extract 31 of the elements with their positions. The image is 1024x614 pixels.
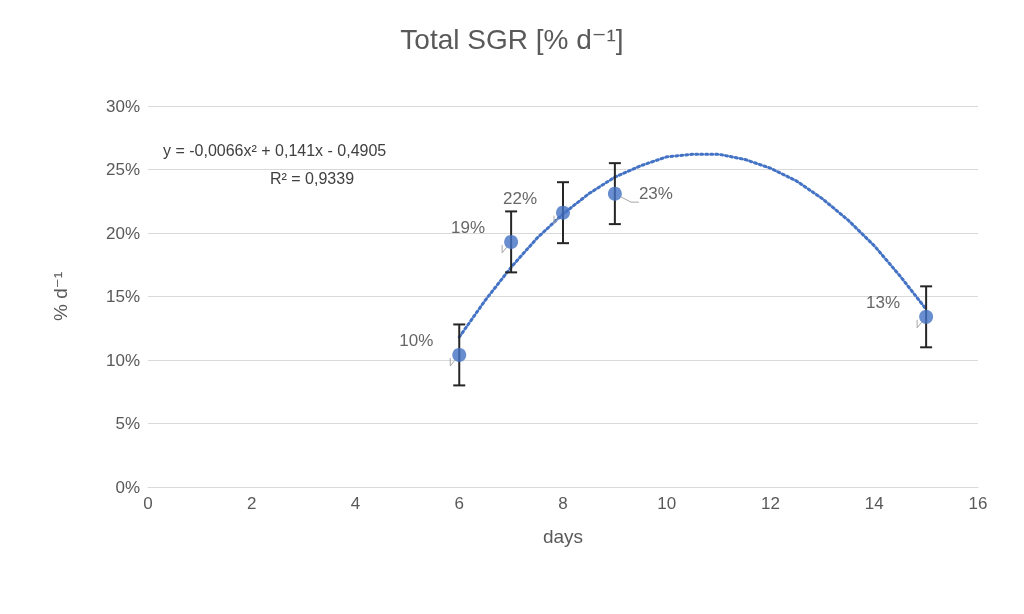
x-tick-label: 0 (143, 494, 153, 513)
x-tick-label: 10 (657, 494, 677, 513)
y-tick-label: 10% (105, 350, 140, 370)
data-label: 10% (399, 331, 434, 351)
y-tick-label: 20% (105, 223, 140, 243)
y-tick-label: 0% (115, 477, 140, 497)
point (919, 309, 934, 324)
y-tick-label: 15% (105, 287, 140, 306)
point (556, 205, 570, 220)
data-label: 13% (866, 293, 901, 313)
x-tick-label: 6 (454, 494, 464, 513)
x-tick-label: 2 (247, 494, 257, 513)
x-tick-label: 12 (761, 494, 780, 513)
x-tick-label: 8 (558, 494, 568, 513)
y-axis-title: % d⁻¹ (50, 271, 71, 322)
y-tick-label: 25% (105, 160, 140, 179)
x-tick-label: 14 (864, 494, 884, 513)
data-label: 22% (502, 189, 537, 209)
y-tick-label: 30% (105, 96, 140, 116)
annotation: y = -0,0066x² + 0,141x - 0,4905 (163, 141, 387, 159)
x-axis-title: days (542, 526, 584, 547)
x-tick-label: 16 (968, 494, 988, 513)
chart-title: Total SGR [% d⁻¹] (400, 23, 624, 55)
point (607, 186, 622, 201)
data-label: 19% (451, 218, 486, 238)
x-tick-label: 4 (350, 494, 361, 513)
point (452, 347, 467, 362)
y-tick-label: 5% (115, 414, 140, 433)
annotation: R² = 0,9339 (270, 169, 355, 187)
point (504, 234, 519, 249)
data-label: 23% (638, 184, 673, 204)
